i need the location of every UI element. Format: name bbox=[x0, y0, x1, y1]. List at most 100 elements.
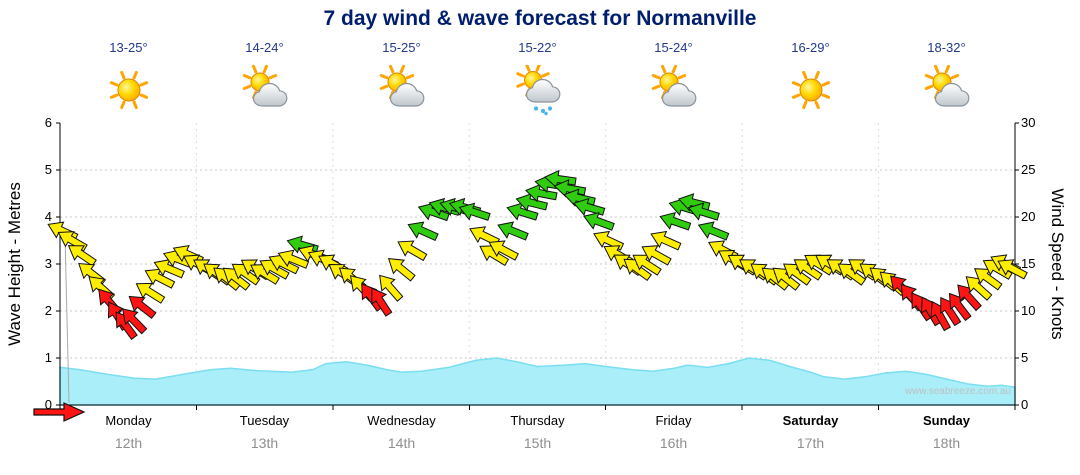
wind-arrow bbox=[458, 202, 491, 221]
temperature-range: 18-32° bbox=[927, 40, 966, 55]
wind-arrow bbox=[940, 296, 962, 327]
wind-arrow bbox=[793, 259, 823, 281]
wind-arrow bbox=[497, 221, 529, 241]
wind-arrow bbox=[506, 202, 539, 221]
weather-icon-slot bbox=[103, 65, 155, 117]
wind-arrow bbox=[641, 245, 672, 266]
sun-cloud-icon bbox=[379, 64, 424, 107]
wind-arrow bbox=[479, 245, 510, 267]
raindrops bbox=[533, 106, 552, 116]
date-label: 15th bbox=[523, 435, 552, 451]
sun-cloud-icon bbox=[242, 64, 287, 107]
sun-icon bbox=[791, 70, 830, 110]
wind-arrow bbox=[371, 287, 393, 317]
current-wind-arrow-shape bbox=[33, 402, 86, 422]
wind-arrow bbox=[222, 267, 251, 291]
day-column-thursday: Thursday 15th bbox=[469, 413, 606, 451]
wind-arrow bbox=[659, 211, 692, 231]
wind-arrow bbox=[144, 268, 176, 289]
current-wind-arrow bbox=[33, 402, 86, 422]
forecast-column-friday: 15-24° bbox=[605, 40, 742, 117]
wind-arrow bbox=[632, 254, 662, 276]
date-label: 12th bbox=[114, 435, 143, 451]
wind-arrow bbox=[135, 282, 166, 304]
wind-arrow bbox=[128, 295, 157, 319]
sun-cloud-icon bbox=[651, 64, 696, 107]
forecast-column-wednesday: 15-25° bbox=[333, 40, 470, 117]
wind-axis-tick-label: 5 bbox=[1021, 350, 1029, 365]
forecast-column-monday: 13-25° bbox=[60, 40, 197, 117]
wind-arrow bbox=[783, 263, 812, 286]
page-title: 7 day wind & wave forecast for Normanvil… bbox=[323, 7, 757, 30]
wind-arrow bbox=[965, 276, 993, 301]
date-label: 16th bbox=[659, 435, 688, 451]
wind-arrow bbox=[515, 193, 549, 212]
temperature-range: 15-22° bbox=[518, 40, 557, 55]
wind-axis-tick-label: 30 bbox=[1021, 115, 1036, 130]
day-label: Saturday bbox=[782, 413, 839, 428]
wind-arrow bbox=[997, 259, 1028, 280]
wind-arrow bbox=[379, 274, 404, 302]
wave-axis-tick-label: 3 bbox=[44, 256, 52, 271]
temperature-range: 15-25° bbox=[382, 40, 421, 55]
weather-icon-slot bbox=[239, 64, 291, 117]
leader-line bbox=[64, 234, 70, 404]
wind-arrow bbox=[469, 226, 500, 247]
wind-arrow bbox=[397, 240, 428, 262]
day-column-sunday: Sunday 18th bbox=[878, 413, 1015, 451]
temperature-range: 14-24° bbox=[245, 40, 284, 55]
wind-arrow bbox=[524, 183, 558, 203]
day-label: Thursday bbox=[510, 413, 565, 428]
wind-arrow bbox=[67, 245, 97, 267]
wind-axis-tick-label: 0 bbox=[1021, 397, 1029, 412]
date-label: 17th bbox=[796, 435, 825, 451]
wave-height-area bbox=[59, 357, 1016, 406]
day-column-saturday: Saturday 17th bbox=[742, 413, 879, 451]
wave-axis-title: Wave Height - Metres bbox=[5, 182, 24, 346]
wind-arrow bbox=[121, 308, 148, 335]
wave-axis-tick-label: 1 bbox=[44, 350, 52, 365]
day-column-friday: Friday 16th bbox=[605, 413, 742, 451]
wind-axis-tick-label: 25 bbox=[1021, 162, 1036, 177]
wave-axis-tick-label: 0 bbox=[44, 397, 52, 412]
wind-arrow bbox=[153, 259, 185, 279]
wind-arrow bbox=[488, 240, 519, 261]
date-label: 14th bbox=[387, 435, 416, 451]
wind-arrow bbox=[772, 267, 801, 291]
wind-axis-tick-label: 15 bbox=[1021, 256, 1036, 271]
wave-axis-tick-label: 4 bbox=[44, 209, 52, 224]
day-label: Friday bbox=[655, 413, 692, 428]
wind-arrow bbox=[697, 221, 730, 241]
temperature-range: 13-25° bbox=[109, 40, 148, 55]
wind-axis-tick-label: 10 bbox=[1021, 303, 1036, 318]
wind-arrow bbox=[974, 268, 1003, 291]
wave-axis-tick-label: 5 bbox=[44, 162, 52, 177]
wind-arrow bbox=[277, 249, 310, 269]
wind-arrow bbox=[387, 258, 416, 282]
day-column-monday: Monday 12th bbox=[60, 413, 197, 451]
chart-plot-area: www.seabreeze.com.au bbox=[47, 122, 1028, 410]
wind-arrow bbox=[259, 259, 290, 280]
weather-icon-slot bbox=[648, 64, 700, 117]
watermark: www.seabreeze.com.au bbox=[904, 386, 1011, 397]
day-column-tuesday: Tuesday 13th bbox=[196, 413, 333, 451]
wind-arrow bbox=[407, 221, 439, 242]
forecast-column-saturday: 16-29° bbox=[742, 40, 879, 117]
date-label: 18th bbox=[932, 435, 961, 451]
forecast-chart bbox=[47, 122, 1028, 410]
wind-arrow bbox=[250, 264, 280, 285]
wind-arrow bbox=[948, 292, 972, 322]
forecast-column-thursday: 15-22° bbox=[469, 40, 606, 117]
date-label: 13th bbox=[250, 435, 279, 451]
weather-icon-slot bbox=[785, 65, 837, 117]
wave-axis-tick-label: 6 bbox=[44, 115, 52, 130]
sun-cloud-icon bbox=[924, 64, 969, 107]
wind-arrow bbox=[573, 197, 606, 216]
temperature-range: 16-29° bbox=[791, 40, 830, 55]
forecast-column-sunday: 18-32° bbox=[878, 40, 1015, 117]
day-label: Monday bbox=[105, 413, 152, 428]
weather-icon-slot bbox=[512, 63, 564, 117]
wind-arrow bbox=[837, 263, 867, 286]
wind-arrow bbox=[957, 284, 982, 312]
